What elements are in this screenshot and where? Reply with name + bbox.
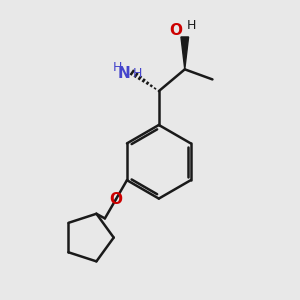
Text: O: O [169, 23, 182, 38]
Text: N: N [118, 66, 130, 81]
Text: O: O [109, 192, 122, 207]
Text: H: H [187, 19, 196, 32]
Polygon shape [181, 37, 189, 69]
Text: H: H [112, 61, 122, 74]
Text: H: H [133, 67, 142, 80]
